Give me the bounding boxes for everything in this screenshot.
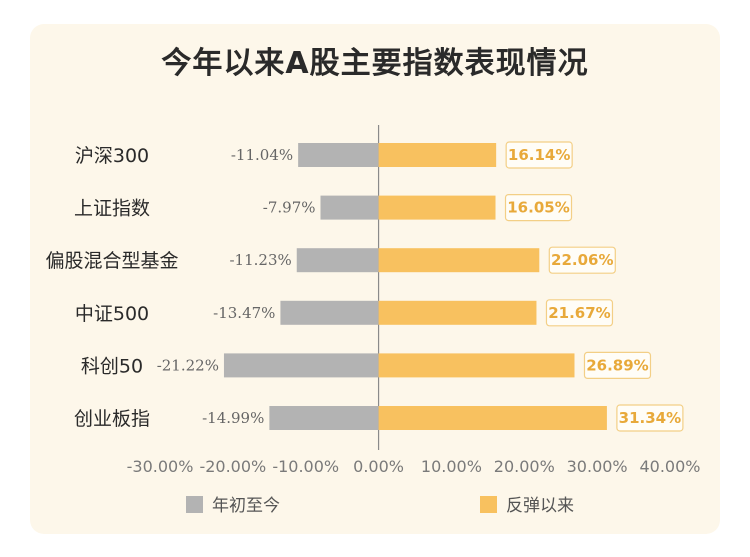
category-label: 科创50 (81, 355, 143, 377)
x-tick-label: 0.00% (353, 457, 404, 476)
chart-title-text: 今年以来A股主要指数表现情况 (161, 46, 589, 81)
legend-label-rebound: 反弹以来 (506, 496, 574, 516)
data-label-ytd: -11.04% (231, 146, 293, 164)
x-tick-label: 40.00% (639, 457, 700, 476)
category-label: 上证指数 (74, 198, 150, 220)
legend-label-ytd: 年初至今 (212, 496, 280, 516)
bar-ytd (223, 353, 379, 378)
x-tick-label: 10.00% (421, 457, 482, 476)
data-label-box-rebound (548, 246, 616, 274)
data-label-rebound: 22.06% (551, 251, 613, 269)
data-label-ytd: -11.23% (229, 251, 291, 269)
title-wrap: 今年以来A股主要指数表现情况 (0, 38, 750, 82)
bar-ytd (269, 406, 379, 430)
x-tick-label: 20.00% (494, 457, 555, 476)
category-label: 偏股混合型基金 (45, 250, 178, 272)
x-tick-label: 30.00% (567, 457, 628, 476)
data-label-box-rebound (505, 141, 573, 169)
x-tick-label: -20.00% (199, 457, 266, 476)
bar-ytd (320, 195, 379, 220)
data-label-rebound: 16.05% (507, 199, 569, 217)
x-tick-label: -30.00% (127, 457, 194, 476)
bar-rebound (378, 406, 607, 430)
data-label-box-rebound (583, 351, 652, 379)
bar-ytd (280, 300, 379, 325)
bar-rebound (378, 300, 537, 325)
legend-swatch-rebound (480, 496, 497, 513)
legend-swatch-ytd (186, 496, 203, 513)
chart-card (30, 24, 720, 534)
bar-ytd (298, 143, 379, 167)
data-label-ytd: -14.99% (202, 409, 264, 427)
bar-rebound (378, 248, 540, 273)
data-label-box-rebound (504, 194, 573, 222)
category-label: 沪深300 (75, 145, 149, 167)
data-label-rebound: 16.14% (508, 146, 570, 164)
data-label-ytd: -21.22% (157, 356, 219, 374)
bar-rebound (378, 353, 575, 378)
bar-rebound (378, 143, 497, 167)
data-label-box-rebound (616, 404, 684, 432)
data-label-rebound: 21.67% (548, 304, 610, 322)
bar-ytd (296, 248, 379, 273)
data-label-rebound: 26.89% (586, 356, 648, 374)
data-label-rebound: 31.34% (619, 409, 681, 427)
data-label-ytd: -13.47% (213, 304, 275, 322)
data-label-box-rebound (545, 299, 614, 327)
chart-title: 今年以来A股主要指数表现情况 (153, 38, 597, 82)
x-tick-label: -10.00% (272, 457, 339, 476)
category-label: 创业板指 (74, 408, 150, 430)
category-label: 中证500 (75, 303, 149, 325)
bar-rebound (378, 195, 496, 220)
data-label-ytd: -7.97% (263, 199, 316, 217)
